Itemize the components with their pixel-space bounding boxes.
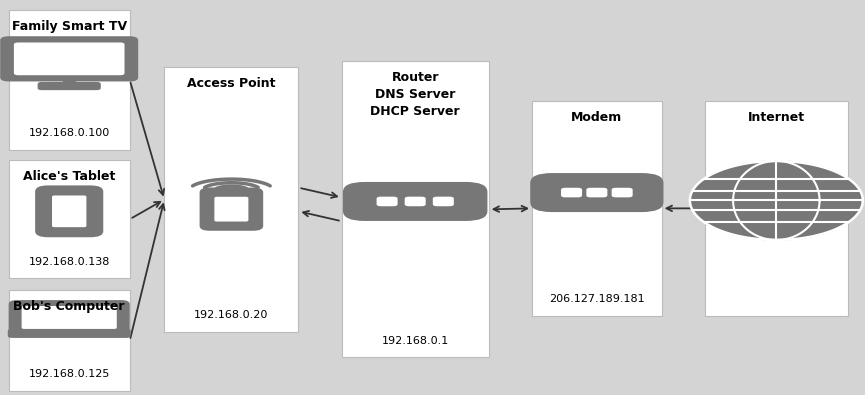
Text: Bob's Computer: Bob's Computer (14, 300, 125, 313)
Text: 206.127.189.181: 206.127.189.181 (549, 294, 644, 304)
Text: 192.168.0.20: 192.168.0.20 (195, 310, 268, 320)
Circle shape (690, 161, 863, 240)
FancyBboxPatch shape (22, 306, 117, 329)
FancyBboxPatch shape (561, 188, 582, 198)
Text: Router
DNS Server
DHCP Server: Router DNS Server DHCP Server (370, 71, 460, 118)
FancyBboxPatch shape (530, 173, 663, 212)
Text: 192.168.0.100: 192.168.0.100 (29, 128, 110, 138)
FancyBboxPatch shape (38, 82, 100, 90)
FancyBboxPatch shape (215, 197, 248, 222)
FancyBboxPatch shape (0, 36, 138, 81)
FancyBboxPatch shape (35, 185, 103, 237)
Text: 192.168.0.1: 192.168.0.1 (381, 336, 449, 346)
Text: Modem: Modem (571, 111, 623, 124)
FancyBboxPatch shape (705, 101, 848, 316)
Text: 192.168.0.138: 192.168.0.138 (29, 257, 110, 267)
FancyBboxPatch shape (14, 43, 125, 75)
Text: Internet: Internet (747, 111, 805, 124)
FancyBboxPatch shape (343, 182, 488, 221)
FancyBboxPatch shape (164, 67, 298, 332)
Text: 192.168.0.125: 192.168.0.125 (29, 369, 110, 379)
FancyBboxPatch shape (9, 290, 130, 391)
FancyBboxPatch shape (342, 61, 489, 357)
FancyBboxPatch shape (586, 188, 607, 198)
FancyBboxPatch shape (432, 197, 454, 206)
FancyBboxPatch shape (8, 329, 131, 338)
Text: Alice's Tablet: Alice's Tablet (23, 170, 115, 183)
FancyBboxPatch shape (405, 197, 426, 206)
Bar (63, 77, 75, 84)
FancyBboxPatch shape (9, 160, 130, 278)
FancyBboxPatch shape (200, 188, 263, 231)
Text: Family Smart TV: Family Smart TV (11, 20, 127, 33)
FancyBboxPatch shape (52, 196, 86, 227)
FancyBboxPatch shape (532, 101, 662, 316)
FancyBboxPatch shape (612, 188, 632, 198)
FancyBboxPatch shape (9, 10, 130, 150)
FancyBboxPatch shape (9, 300, 130, 335)
FancyBboxPatch shape (376, 197, 398, 206)
Text: Access Point: Access Point (187, 77, 276, 90)
